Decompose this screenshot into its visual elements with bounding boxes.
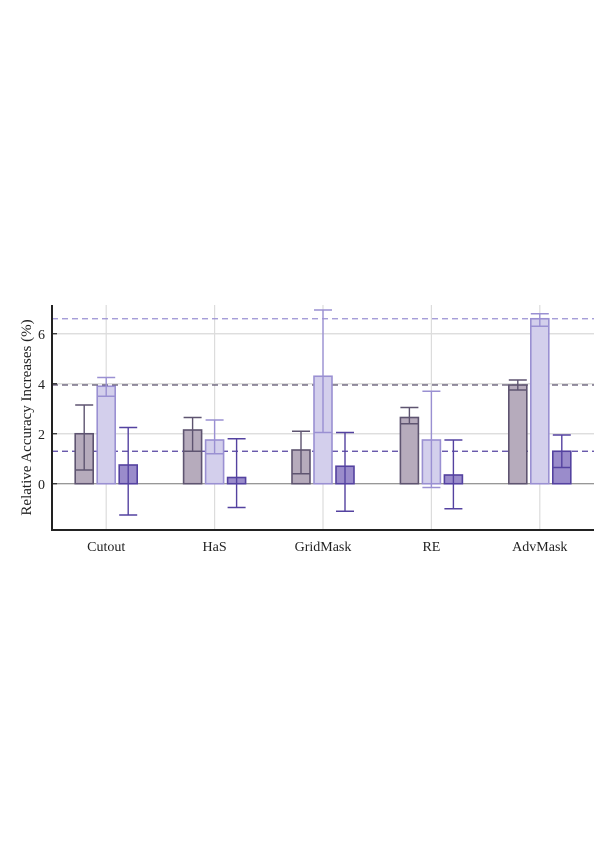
x-tick-label: HaS (203, 540, 227, 555)
bar-advmask-series-1 (507, 384, 528, 485)
y-tick-label: 4 (38, 378, 45, 393)
x-tick-label: GridMask (295, 540, 352, 555)
y-tick-label: 0 (38, 478, 45, 493)
axes (51, 305, 594, 531)
bar-advmask-series-2 (529, 317, 550, 485)
x-tick-label: AdvMask (512, 540, 567, 555)
x-tick-label: Cutout (87, 540, 125, 555)
y-tick-label: 6 (38, 328, 45, 343)
x-tick-label: RE (422, 540, 440, 555)
tick-labels: Cutout HaS GridMask RE AdvMask 0 2 4 6 (38, 328, 567, 555)
y-axis-label: Relative Accuracy Increases (%) (19, 319, 35, 515)
bar-re-series-1 (399, 416, 420, 485)
y-tick-label: 2 (38, 428, 45, 443)
bar-cutout-series-2 (96, 385, 116, 485)
bars (74, 317, 572, 485)
error-bars (75, 309, 571, 516)
